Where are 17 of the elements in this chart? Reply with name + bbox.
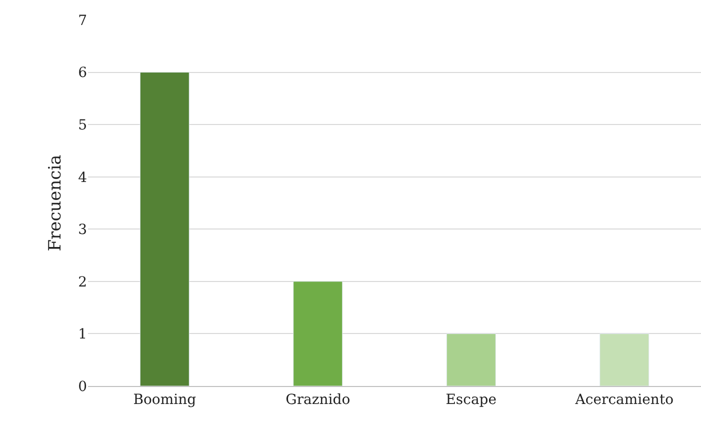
bar <box>600 333 650 386</box>
bar <box>293 281 343 386</box>
x-tick-label: Acercamiento <box>574 392 674 408</box>
x-tick-label: Graznido <box>286 392 350 408</box>
y-axis-title: Frecuencia <box>46 154 66 252</box>
y-tick-label: 6 <box>78 65 88 82</box>
y-tick-label: 7 <box>78 12 87 29</box>
y-tick-label: 3 <box>78 222 87 238</box>
y-tick-label: 5 <box>78 117 87 134</box>
x-tick-label: Escape <box>446 392 497 408</box>
bar <box>140 72 190 386</box>
x-tick-label: Booming <box>133 392 196 408</box>
bar <box>446 333 496 386</box>
y-tick-label: 1 <box>78 326 87 343</box>
y-tick-label: 0 <box>78 378 87 395</box>
y-tick-label: 2 <box>78 274 87 290</box>
y-tick-label: 4 <box>78 170 88 186</box>
